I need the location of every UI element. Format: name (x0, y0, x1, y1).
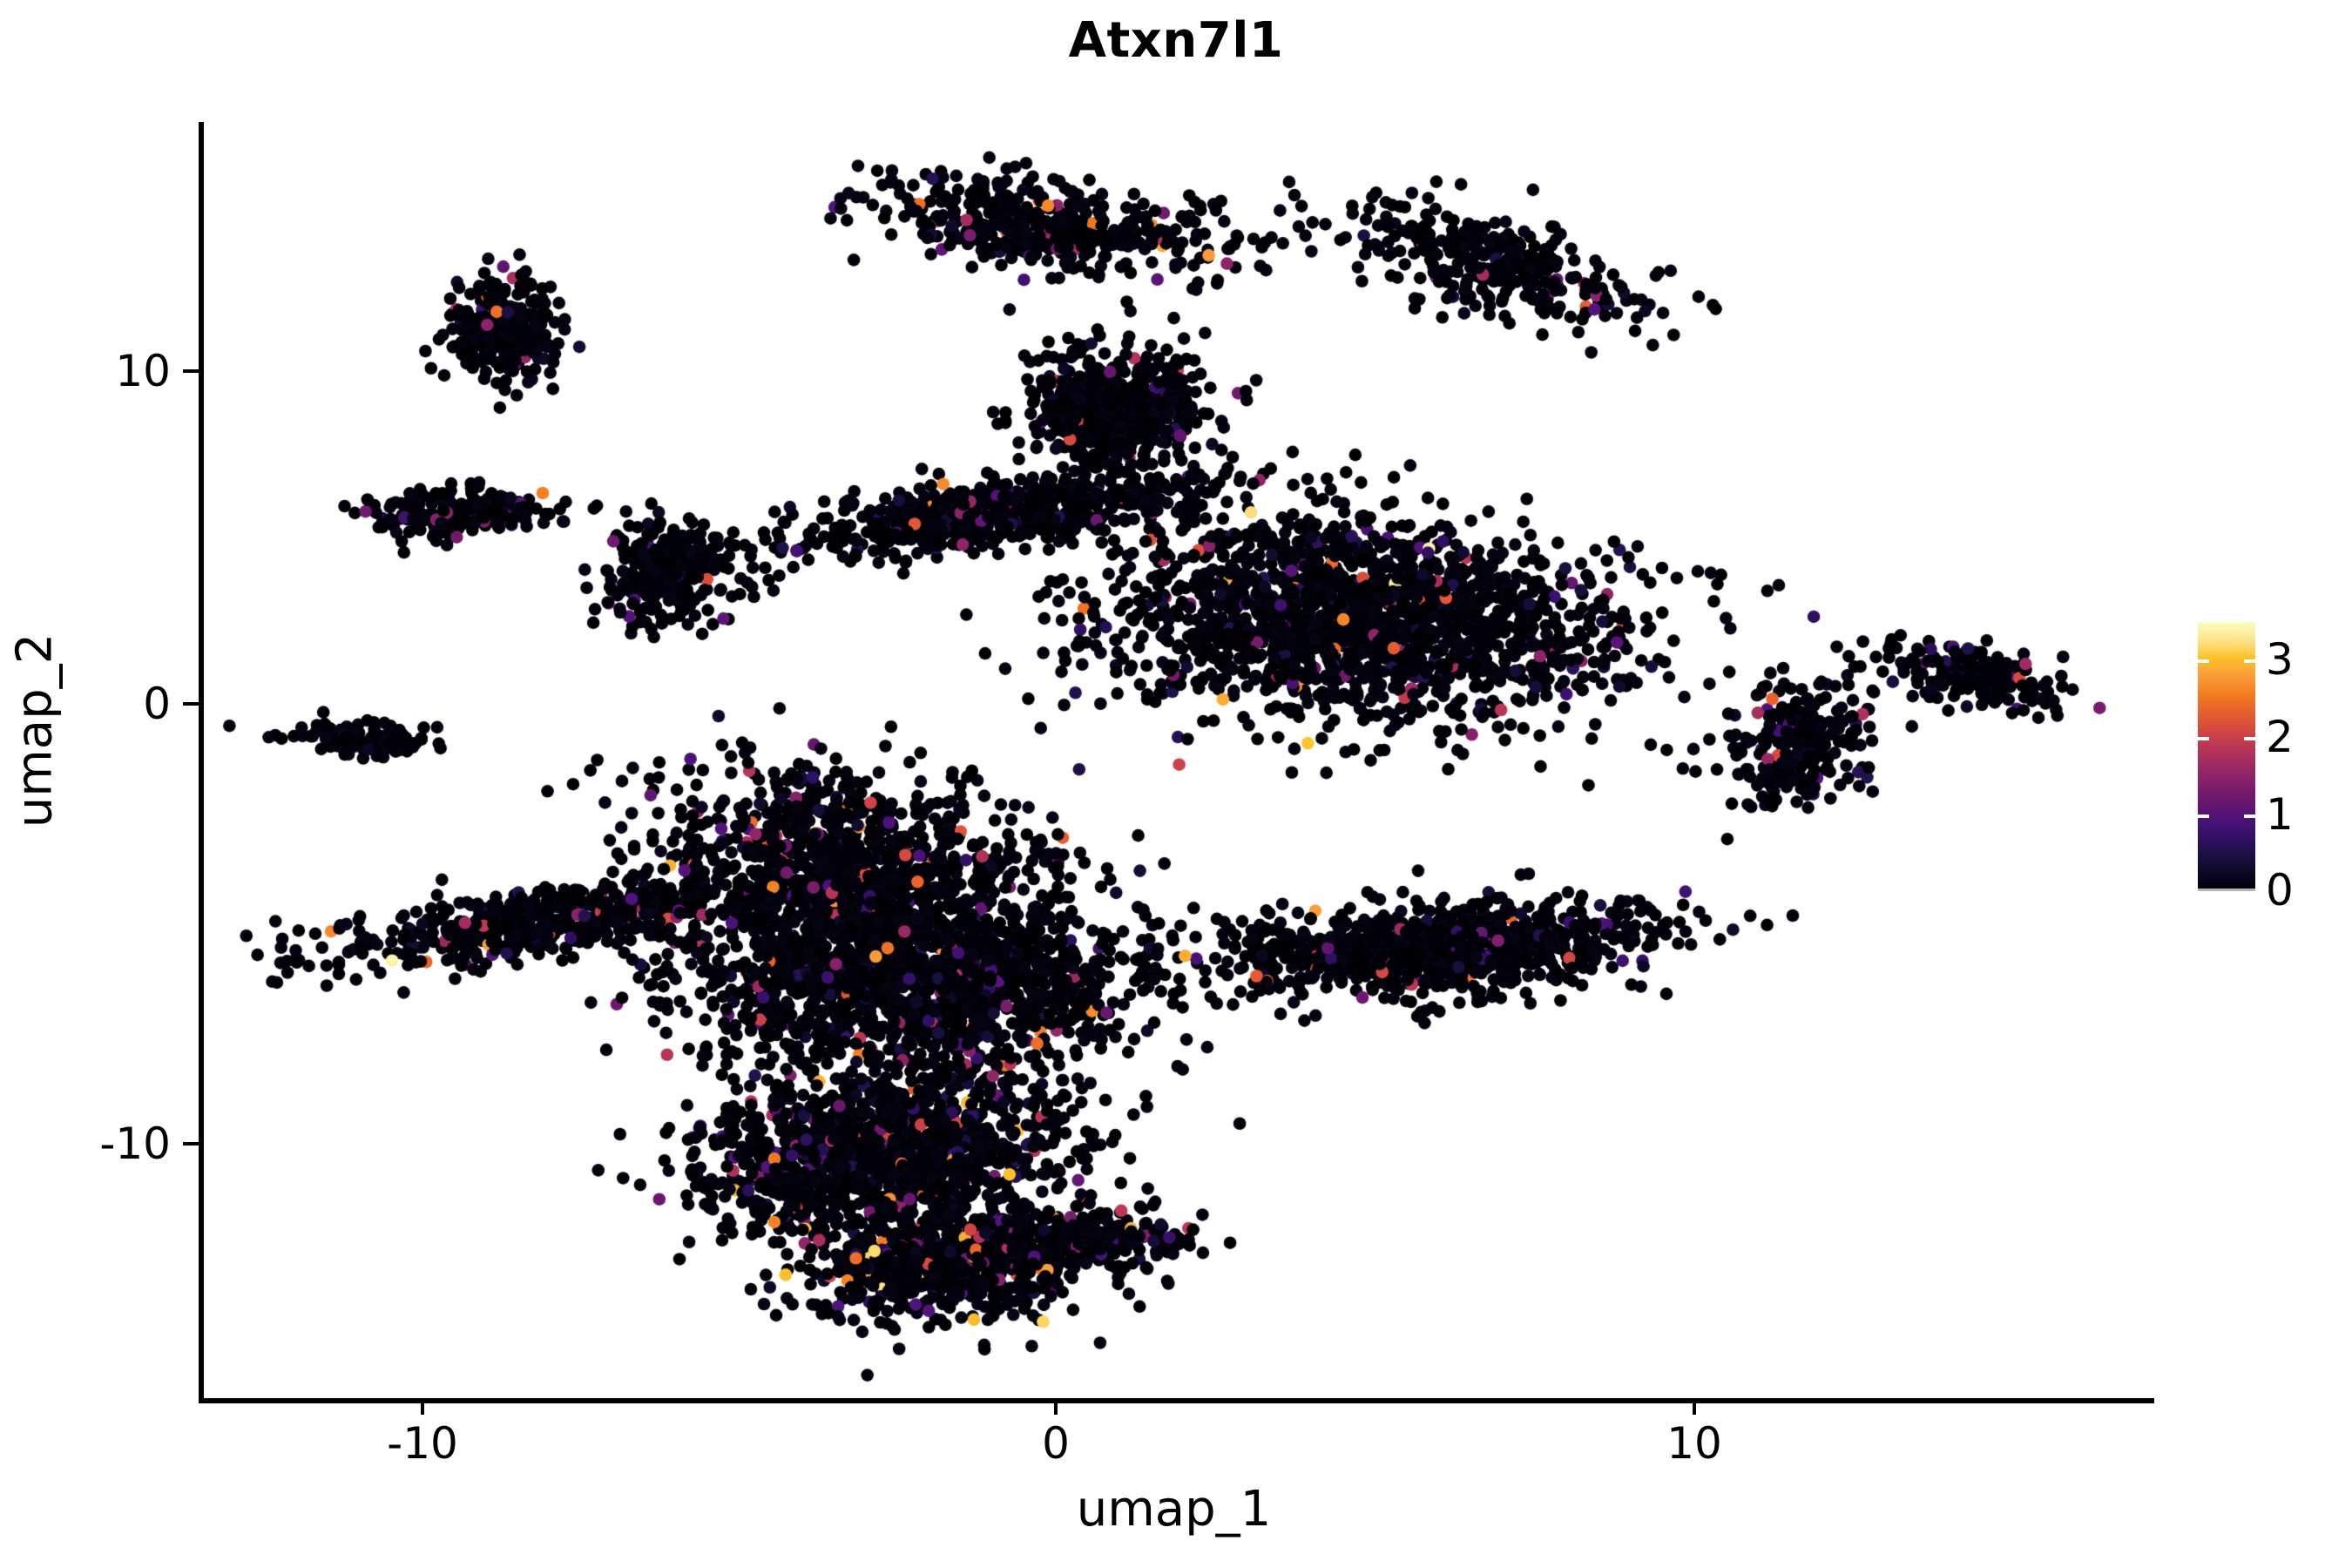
colorbar-tick-label: 0 (2266, 865, 2294, 916)
colorbar-baseline (2198, 889, 2255, 891)
x-tick-label: -10 (387, 1418, 458, 1469)
y-tick-mark (183, 1142, 199, 1146)
y-tick-mark (183, 702, 199, 706)
colorbar: 3 2 1 0 (2198, 622, 2346, 916)
colorbar-tick-mark (2244, 737, 2255, 740)
colorbar-tick-mark (2198, 737, 2209, 740)
x-tick-label: 0 (1042, 1418, 1070, 1469)
x-axis-label: umap_1 (1076, 1481, 1272, 1538)
x-axis-spine (199, 1398, 2154, 1403)
colorbar-tick-mark (2244, 814, 2255, 818)
page-title: Atxn7l1 (1068, 12, 1284, 69)
colorbar-tick-label: 3 (2266, 634, 2294, 685)
y-tick-label: 10 (115, 346, 171, 396)
x-tick-label: 10 (1666, 1418, 1722, 1469)
plot-axes-area (199, 122, 2154, 1403)
y-tick-label: 0 (143, 679, 171, 729)
colorbar-gradient (2198, 622, 2255, 890)
y-axis-label: umap_2 (6, 632, 64, 828)
colorbar-tick-mark (2198, 659, 2209, 663)
colorbar-tick-label: 1 (2266, 789, 2294, 840)
x-tick-mark (1693, 1399, 1696, 1415)
y-tick-label: -10 (99, 1119, 171, 1169)
scatter-plot-canvas (199, 122, 2149, 1398)
colorbar-tick-mark (2244, 659, 2255, 663)
x-tick-mark (1054, 1399, 1058, 1415)
x-tick-mark (421, 1399, 424, 1415)
y-tick-mark (183, 369, 199, 373)
y-axis-spine (199, 122, 204, 1403)
colorbar-tick-mark (2198, 814, 2209, 818)
colorbar-tick-label: 2 (2266, 712, 2294, 762)
